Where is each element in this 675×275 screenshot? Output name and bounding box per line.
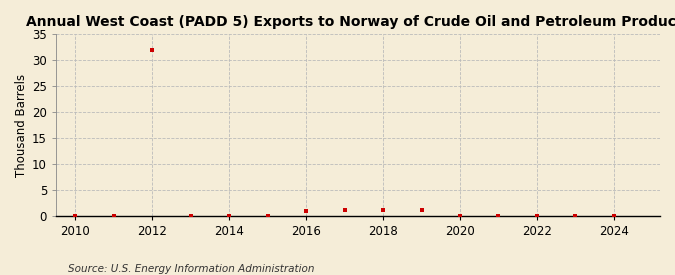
Y-axis label: Thousand Barrels: Thousand Barrels [15, 74, 28, 177]
Text: Source: U.S. Energy Information Administration: Source: U.S. Energy Information Administ… [68, 264, 314, 274]
Title: Annual West Coast (PADD 5) Exports to Norway of Crude Oil and Petroleum Products: Annual West Coast (PADD 5) Exports to No… [26, 15, 675, 29]
